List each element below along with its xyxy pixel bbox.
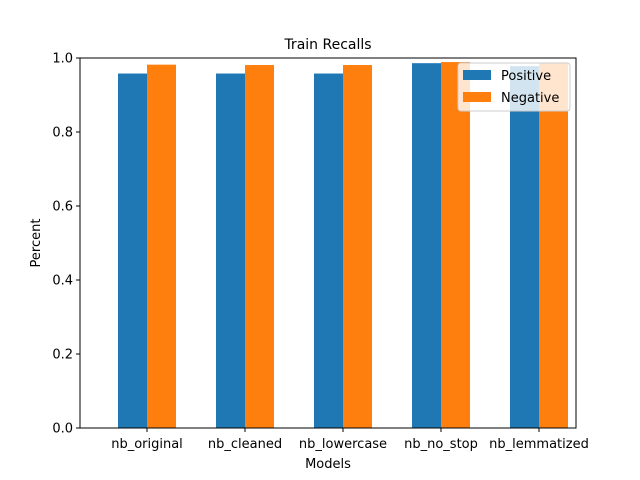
bar-positive-nb_cleaned <box>216 73 245 428</box>
chart-title: Train Recalls <box>283 37 371 53</box>
x-tick-label: nb_lemmatized <box>489 437 589 452</box>
bar-negative-nb_no_stop <box>441 62 470 428</box>
legend-swatch-positive <box>463 70 491 80</box>
legend: Positive Negative <box>457 62 571 112</box>
legend-label-positive: Positive <box>501 69 551 84</box>
y-tick-label: 0.6 <box>52 200 73 215</box>
bars-group <box>118 62 568 429</box>
x-tick-label: nb_no_stop <box>404 437 478 452</box>
bar-negative-nb_cleaned <box>245 65 274 428</box>
y-tick-label: 1.0 <box>52 52 73 67</box>
bar-positive-nb_original <box>118 73 147 428</box>
y-axis-label: Percent <box>29 219 44 268</box>
bar-positive-nb_lowercase <box>314 73 343 428</box>
y-tick-label: 0.4 <box>52 274 73 289</box>
bar-negative-nb_original <box>147 64 176 428</box>
bar-positive-nb_no_stop <box>412 63 441 429</box>
y-tick-label: 0.2 <box>52 348 73 363</box>
plot-frame <box>79 57 577 429</box>
x-tick-label: nb_cleaned <box>208 437 282 452</box>
bar-negative-nb_lemmatized <box>539 63 568 429</box>
x-tick-label: nb_original <box>111 437 183 452</box>
y-axis: 0.0 0.2 0.4 0.6 0.8 1.0 <box>52 52 80 437</box>
bar-negative-nb_lowercase <box>343 65 372 428</box>
x-axis-label: Models <box>305 457 351 472</box>
bar-positive-nb_lemmatized <box>510 66 539 428</box>
y-tick-label: 0.8 <box>52 126 73 141</box>
legend-swatch-negative <box>463 92 491 102</box>
legend-label-negative: Negative <box>501 91 559 106</box>
y-tick-label: 0.0 <box>52 422 73 437</box>
x-tick-label: nb_lowercase <box>299 437 387 452</box>
x-axis: nb_original nb_cleaned nb_lowercase nb_no_s… <box>111 428 589 452</box>
